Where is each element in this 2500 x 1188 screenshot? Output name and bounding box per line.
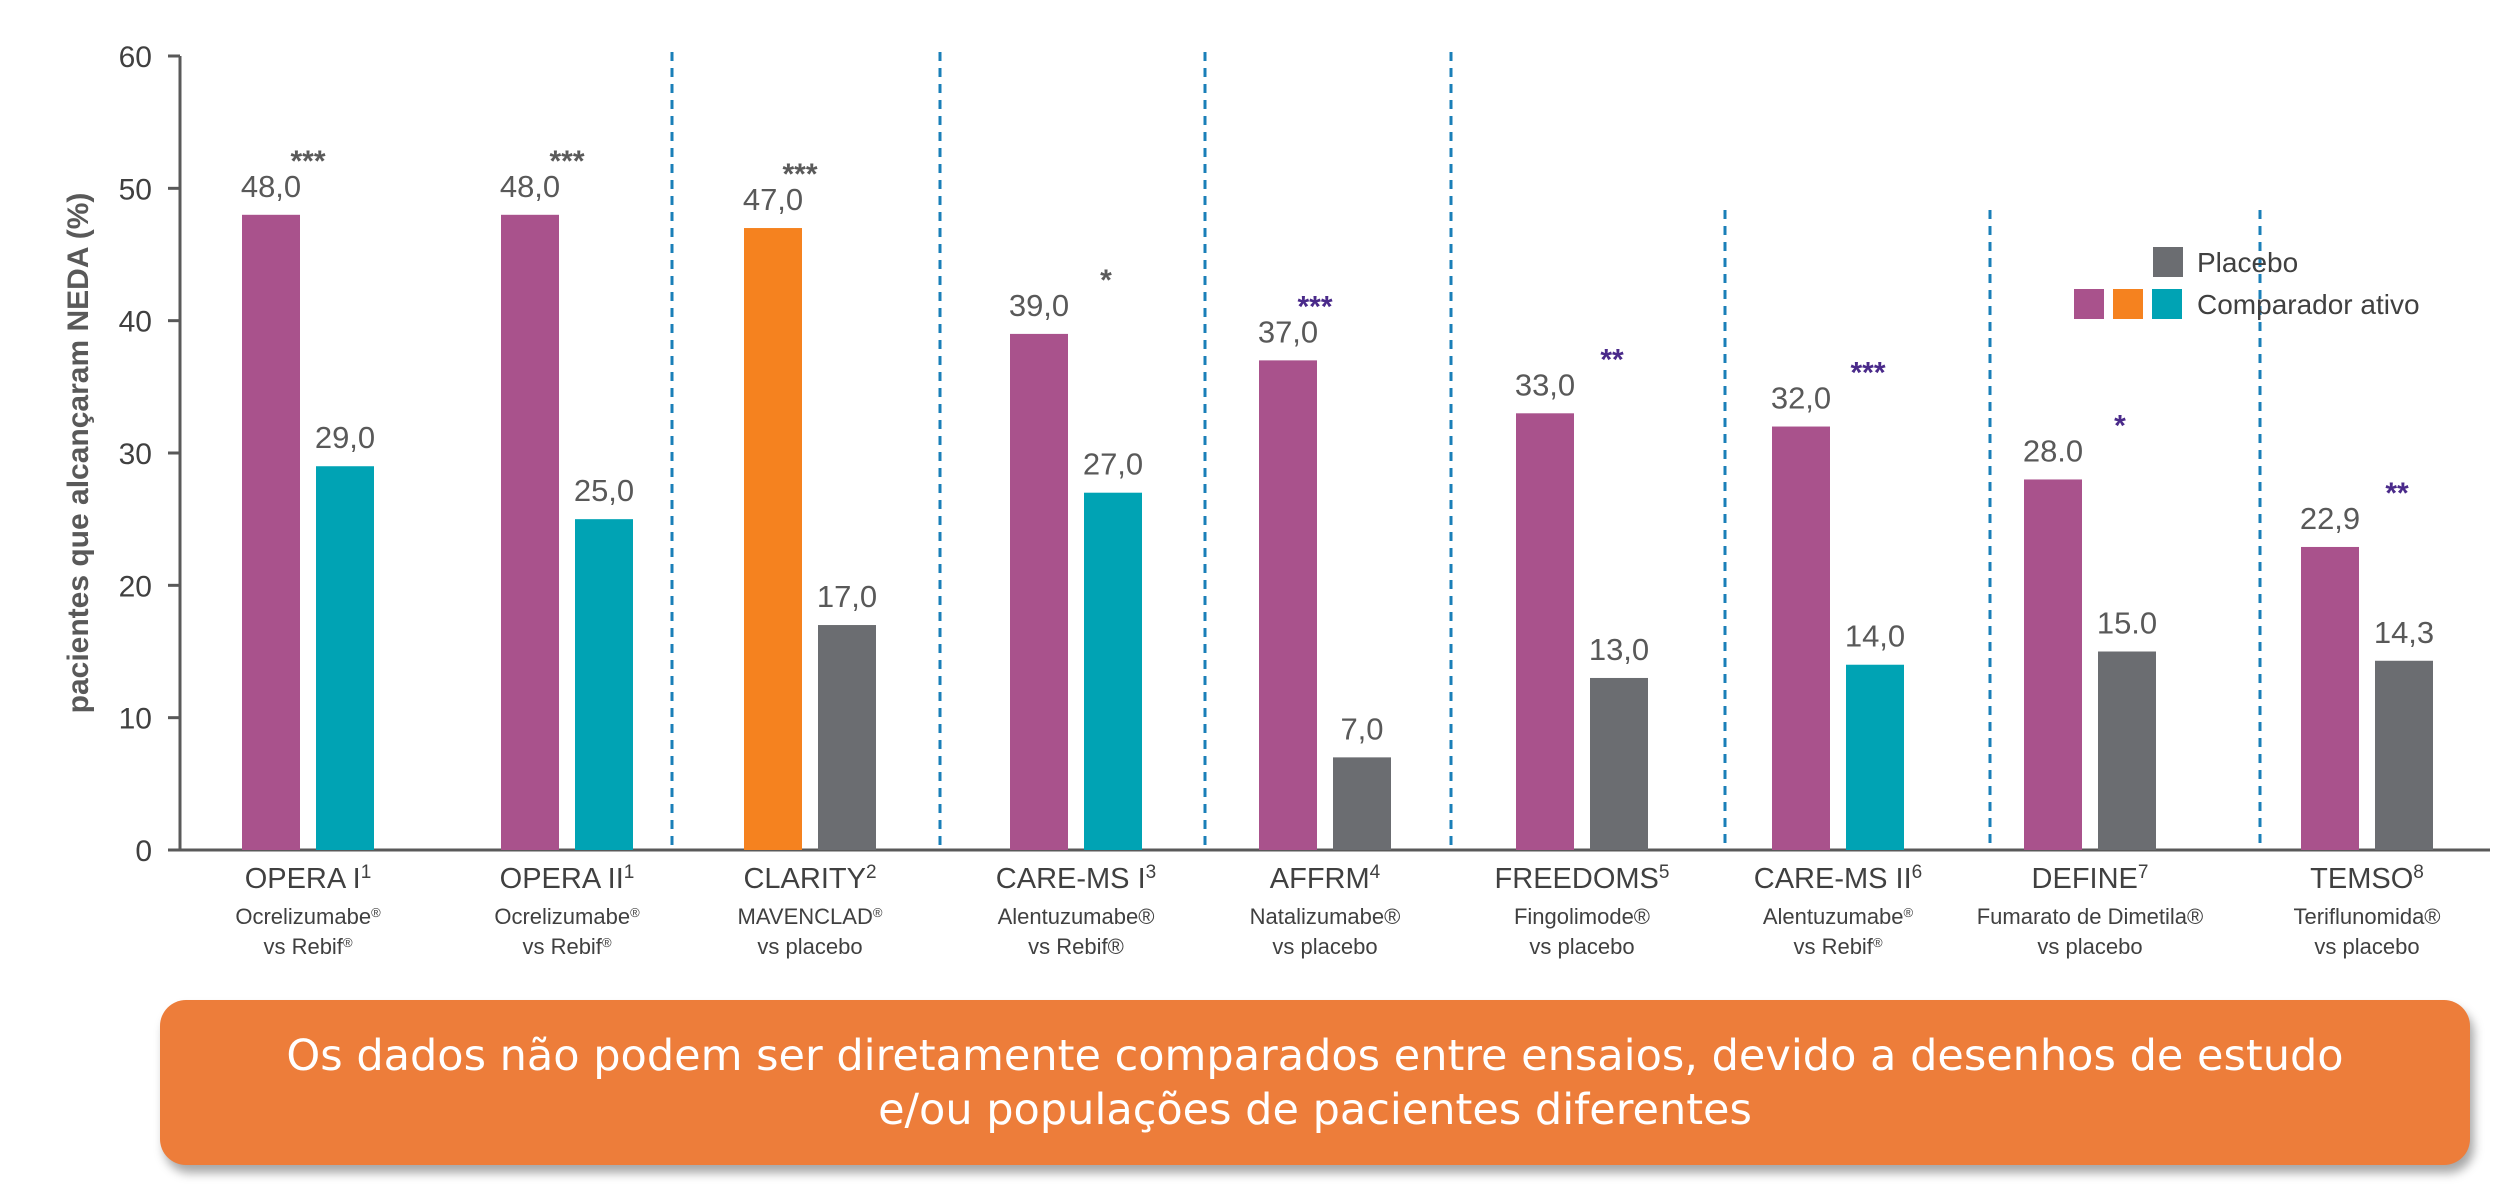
category-comparator: vs placebo	[1272, 934, 1377, 959]
category-label: OPERA II1	[500, 862, 635, 895]
data-label: 22,9	[2300, 501, 2360, 536]
y-axis-label: pacientes que alcançaram NEDA (%)	[62, 193, 95, 714]
data-label: 25,0	[574, 473, 634, 508]
category-comparator: vs Rebif®	[263, 934, 352, 959]
category-label: AFFRM4	[1270, 862, 1381, 895]
category-label: OPERA I1	[245, 862, 372, 895]
bar	[1846, 664, 1904, 850]
data-label: 39,0	[1009, 288, 1069, 323]
category-label: CARE-MS I3	[996, 862, 1156, 895]
category-subtitle: Alentuzumabe®	[1763, 904, 1914, 929]
y-tick-label: 10	[119, 703, 152, 736]
bar	[501, 214, 559, 851]
significance-stars: **	[1600, 343, 1624, 376]
legend-swatch-comparator	[2113, 289, 2143, 319]
legend-swatch-placebo	[2153, 247, 2183, 277]
data-label: 29,0	[315, 420, 375, 455]
bar	[1084, 492, 1142, 850]
disclaimer-banner: Os dados não podem ser diretamente compa…	[160, 1000, 2470, 1165]
significance-stars: ***	[782, 158, 817, 191]
category-subtitle: Fingolimode®	[1514, 904, 1650, 929]
bar	[242, 214, 300, 851]
bar	[2024, 479, 2082, 850]
y-tick-label: 0	[135, 835, 152, 868]
category-comparator: vs placebo	[1529, 934, 1634, 959]
data-label: 14,0	[1845, 619, 1905, 654]
significance-stars: ***	[1850, 357, 1885, 390]
bar	[2098, 651, 2156, 850]
bar	[1590, 677, 1648, 850]
significance-stars: *	[2114, 409, 2126, 442]
y-tick-label: 50	[119, 173, 152, 206]
y-tick-label: 30	[119, 438, 152, 471]
bar	[1010, 333, 1068, 850]
category-comparator: vs placebo	[757, 934, 862, 959]
category-label: TEMSO8	[2310, 862, 2424, 895]
category-label: CARE-MS II6	[1754, 862, 1922, 895]
category-comparator: vs Rebif®	[1028, 934, 1124, 959]
bar	[1516, 413, 1574, 850]
category-comparator: vs Rebif®	[522, 934, 611, 959]
bar	[2301, 546, 2359, 850]
data-label: 7,0	[1340, 711, 1383, 746]
data-label: 15.0	[2097, 606, 2157, 641]
category-subtitle: MAVENCLAD®	[738, 904, 883, 929]
category-label: FREEDOMS5	[1495, 862, 1670, 895]
category-label: CLARITY2	[743, 862, 876, 895]
data-label: 33,0	[1515, 367, 1575, 402]
bar	[744, 228, 802, 851]
data-label: 37,0	[1258, 314, 1318, 349]
data-label: 27,0	[1083, 447, 1143, 482]
bar	[818, 625, 876, 850]
data-label: 28.0	[2023, 433, 2083, 468]
significance-stars: ***	[1297, 290, 1332, 323]
data-label: 13,0	[1589, 632, 1649, 667]
category-subtitle: Teriflunomida®	[2293, 904, 2440, 929]
bar	[316, 466, 374, 850]
data-label: 48,0	[500, 169, 560, 204]
category-comparator: vs placebo	[2037, 934, 2142, 959]
bar	[1259, 360, 1317, 850]
legend-label-placebo: Placebo	[2197, 247, 2298, 278]
legend-swatch-comparator	[2152, 289, 2182, 319]
category-subtitle: Fumarato de Dimetila®	[1977, 904, 2204, 929]
significance-stars: ***	[549, 145, 584, 178]
bar	[2375, 660, 2433, 850]
disclaimer-text: Os dados não podem ser diretamente compa…	[286, 1030, 2344, 1135]
category-subtitle: Ocrelizumabe®	[235, 904, 381, 929]
category-subtitle: Natalizumabe®	[1250, 904, 1401, 929]
data-label: 17,0	[817, 579, 877, 614]
category-subtitle: Alentuzumabe®	[998, 904, 1155, 929]
data-label: 47,0	[743, 182, 803, 217]
neda-bar-chart: 0 10 20 30 40 50 60 pacientes que alcançaram NE…	[62, 41, 2490, 959]
y-tick-label: 20	[119, 570, 152, 603]
significance-stars: *	[1100, 264, 1112, 297]
y-tick-label: 40	[119, 306, 152, 339]
category-comparator: vs placebo	[2314, 934, 2419, 959]
data-label: 14,3	[2374, 615, 2434, 650]
category-subtitle: Ocrelizumabe®	[494, 904, 640, 929]
category-label: DEFINE7	[2032, 862, 2149, 895]
legend-label-comparator: Comparador ativo	[2197, 289, 2420, 320]
bar	[1333, 757, 1391, 850]
data-label: 32,0	[1771, 381, 1831, 416]
significance-stars: ***	[290, 145, 325, 178]
legend-swatch-comparator	[2074, 289, 2104, 319]
bar	[575, 519, 633, 850]
y-tick-label: 60	[119, 41, 152, 74]
category-comparator: vs Rebif®	[1793, 934, 1882, 959]
bar	[1772, 426, 1830, 850]
data-label: 48,0	[241, 169, 301, 204]
significance-stars: **	[2385, 477, 2409, 510]
